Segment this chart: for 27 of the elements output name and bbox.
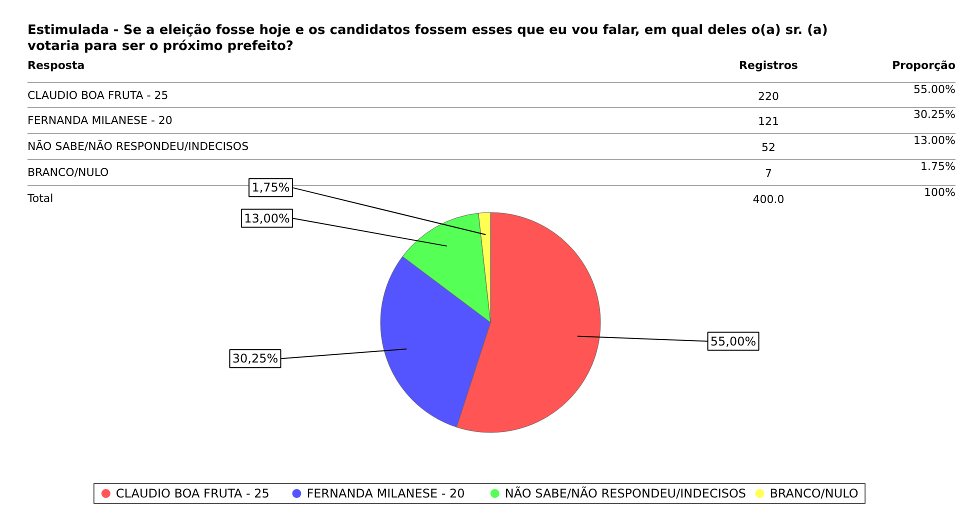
text: 30.25% — [914, 108, 956, 121]
text: BRANCO/NULO — [28, 166, 110, 179]
text: Proporção — [892, 59, 956, 72]
text: Resposta — [28, 59, 85, 72]
text: Registros — [739, 59, 798, 72]
legend-label: FERNANDA MILANESE - 20 — [306, 486, 465, 500]
data-label: 1,75% — [252, 180, 290, 195]
data-label: 55,00% — [710, 334, 756, 348]
text: 400.0 — [752, 193, 784, 206]
text: 7 — [765, 167, 772, 180]
legend-label: BRANCO/NULO — [770, 486, 858, 500]
chart-title: Estimulada - Se a eleição fosse hoje e os candidatos fossem esses que eu vou falar, em qual deles o(a) sr. (a) votaria para ser o próximo prefeito? — [28, 23, 828, 54]
text: NÃO SABE/NÃO RESPONDEU/INDECISOS — [28, 139, 249, 153]
text: 220 — [758, 90, 779, 103]
text: 55.00% — [914, 83, 956, 96]
text: 121 — [758, 115, 779, 128]
text: 100% — [924, 186, 956, 199]
text: 13.00% — [914, 134, 956, 147]
text: Total — [26, 192, 54, 205]
text: FERNANDA MILANESE - 20 — [28, 114, 172, 127]
data-label: 30,25% — [232, 352, 278, 366]
text: CLAUDIO BOA FRUTA - 25 — [28, 89, 168, 102]
legend-label: NÃO SABE/NÃO RESPONDEU/INDECISOS — [504, 486, 746, 500]
text: 1.75% — [920, 160, 956, 173]
text: 52 — [762, 141, 776, 154]
data-label: 13,00% — [244, 211, 290, 226]
legend-label: CLAUDIO BOA FRUTA - 25 — [116, 486, 270, 500]
